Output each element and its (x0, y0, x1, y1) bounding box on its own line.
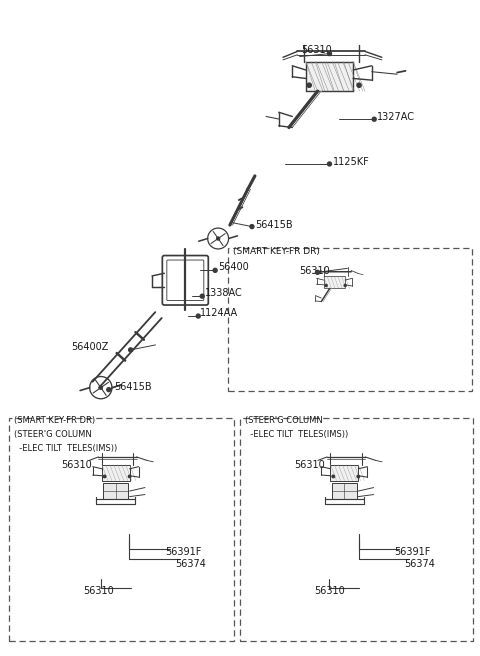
Text: (SMART KEY-FR DR): (SMART KEY-FR DR) (233, 247, 320, 256)
Text: 56310: 56310 (301, 45, 332, 54)
Circle shape (357, 83, 361, 87)
FancyBboxPatch shape (324, 276, 345, 289)
Text: -ELEC TILT  TELES(IMS)): -ELEC TILT TELES(IMS)) (245, 430, 348, 439)
Text: 1125KF: 1125KF (333, 157, 369, 167)
Circle shape (357, 475, 360, 478)
Text: 56374: 56374 (404, 559, 435, 569)
Circle shape (213, 268, 217, 272)
Circle shape (128, 475, 131, 478)
Circle shape (327, 52, 332, 56)
Circle shape (250, 224, 254, 228)
Text: (STEER'G COLUMN: (STEER'G COLUMN (14, 430, 92, 439)
Circle shape (103, 475, 106, 478)
Circle shape (332, 475, 335, 478)
Text: -ELEC TILT  TELES(IMS)): -ELEC TILT TELES(IMS)) (14, 444, 118, 453)
Circle shape (216, 237, 220, 240)
Circle shape (129, 348, 132, 352)
Text: (SMART KEY-FR DR): (SMART KEY-FR DR) (14, 416, 96, 425)
Bar (9, 419, 234, 641)
FancyBboxPatch shape (103, 483, 128, 499)
Circle shape (372, 117, 376, 121)
Circle shape (344, 284, 346, 287)
Bar (228, 249, 472, 390)
Circle shape (307, 83, 312, 87)
Circle shape (99, 386, 102, 389)
Text: 56310: 56310 (300, 266, 330, 276)
FancyBboxPatch shape (330, 464, 358, 481)
FancyBboxPatch shape (102, 464, 130, 481)
Text: 56415B: 56415B (114, 382, 151, 392)
Text: 1338AC: 1338AC (205, 288, 243, 298)
Circle shape (315, 270, 320, 274)
FancyBboxPatch shape (306, 62, 353, 91)
Circle shape (196, 314, 200, 318)
Text: 56310: 56310 (314, 586, 345, 596)
Text: 56374: 56374 (175, 559, 206, 569)
Text: (STEER'G COLUMN: (STEER'G COLUMN (245, 416, 323, 425)
Bar (240, 419, 473, 641)
Circle shape (325, 284, 327, 287)
Text: 56415B: 56415B (255, 220, 292, 230)
Text: 56391F: 56391F (394, 546, 431, 557)
Text: 56310: 56310 (83, 586, 114, 596)
Text: 1327AC: 1327AC (377, 112, 415, 122)
Text: 56400: 56400 (218, 262, 249, 272)
Text: 1124AA: 1124AA (200, 308, 239, 318)
Circle shape (200, 294, 204, 298)
Circle shape (327, 162, 332, 166)
Text: 56310: 56310 (295, 461, 325, 470)
Text: 56310: 56310 (61, 461, 92, 470)
Circle shape (107, 388, 111, 392)
FancyBboxPatch shape (332, 483, 357, 499)
Text: 56391F: 56391F (166, 546, 202, 557)
Text: 56400Z: 56400Z (71, 342, 108, 352)
